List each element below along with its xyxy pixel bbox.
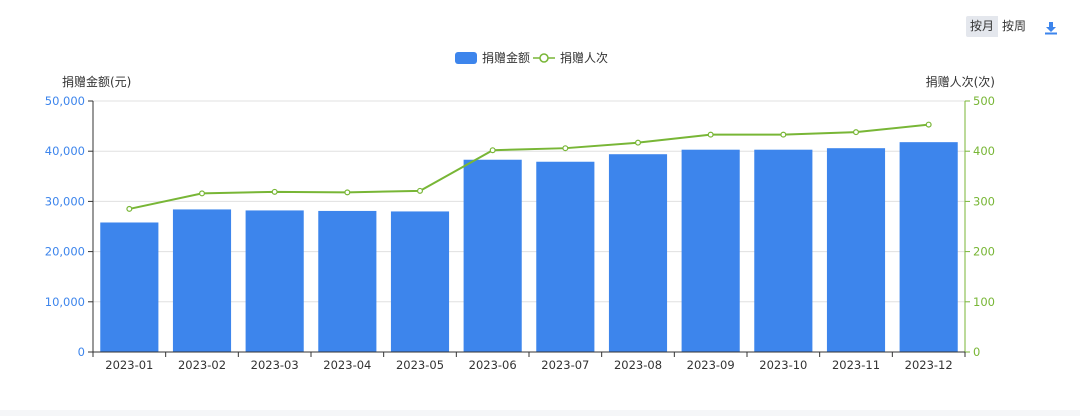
bar-2023-10 <box>754 149 813 352</box>
line-point-2023-07 <box>562 145 569 152</box>
x-tick-label: 2023-03 <box>251 358 299 372</box>
line-point-2023-03 <box>271 188 278 195</box>
left-tick-label: 40,000 <box>45 144 85 158</box>
right-tick-label: 200 <box>973 245 995 259</box>
x-tick-label: 2023-01 <box>105 358 153 372</box>
right-axis-title: 捐赠人次(次) <box>926 75 995 89</box>
right-tick-label: 400 <box>973 144 995 158</box>
left-tick-label: 20,000 <box>45 245 85 259</box>
left-tick-label: 30,000 <box>45 194 85 208</box>
line-series-donors <box>129 123 929 210</box>
line-point-2023-12 <box>925 121 932 128</box>
line-point-2023-06 <box>489 147 496 154</box>
right-tick-label: 500 <box>973 94 995 108</box>
line-point-2023-11 <box>852 129 859 136</box>
left-tick-label: 0 <box>78 345 85 359</box>
left-axis-title: 捐赠金额(元) <box>62 74 131 89</box>
legend-line-label: 捐赠人次 <box>560 51 608 65</box>
legend-bar-label: 捐赠金额 <box>482 50 530 65</box>
left-tick-label: 50,000 <box>45 94 85 108</box>
legend-line-marker <box>539 53 549 63</box>
by-week-button[interactable]: 按周 <box>997 16 1030 37</box>
by-month-button[interactable]: 按月 <box>965 16 998 37</box>
line-point-2023-09 <box>707 131 714 138</box>
bar-2023-04 <box>318 210 377 352</box>
left-tick-label: 10,000 <box>45 295 85 309</box>
x-tick-label: 2023-08 <box>614 358 662 372</box>
x-tick-label: 2023-04 <box>323 358 371 372</box>
x-tick-label: 2023-09 <box>687 358 735 372</box>
x-tick-label: 2023-12 <box>905 358 953 372</box>
download-icon[interactable] <box>1044 20 1058 34</box>
right-tick-label: 300 <box>973 194 995 208</box>
x-tick-label: 2023-10 <box>759 358 807 372</box>
right-tick-label: 100 <box>973 295 995 309</box>
line-point-2023-02 <box>199 190 206 197</box>
bar-2023-08 <box>608 154 668 352</box>
x-tick-label: 2023-02 <box>178 358 226 372</box>
x-tick-label: 2023-07 <box>541 358 589 372</box>
legend-bar-swatch <box>455 52 477 64</box>
bar-2023-07 <box>536 161 595 352</box>
line-point-2023-01 <box>126 205 133 212</box>
bar-2023-01 <box>100 222 159 352</box>
bar-2023-05 <box>390 211 450 352</box>
period-toggle: 按月 按周 <box>965 16 1030 37</box>
line-point-2023-10 <box>780 131 787 138</box>
bar-2023-03 <box>245 210 304 352</box>
x-tick-label: 2023-11 <box>832 358 880 372</box>
line-point-2023-04 <box>344 189 351 196</box>
bar-2023-02 <box>172 209 232 352</box>
bar-2023-12 <box>899 142 958 352</box>
bar-2023-11 <box>826 148 886 352</box>
line-point-2023-08 <box>634 139 641 146</box>
line-point-2023-05 <box>417 187 424 194</box>
x-tick-label: 2023-06 <box>469 358 517 372</box>
bar-2023-06 <box>463 159 522 352</box>
toolbar: 按月 按周 <box>965 16 1058 37</box>
bar-2023-09 <box>681 149 740 352</box>
x-tick-label: 2023-05 <box>396 358 444 372</box>
bottom-strip <box>0 410 1080 416</box>
right-tick-label: 0 <box>973 345 980 359</box>
